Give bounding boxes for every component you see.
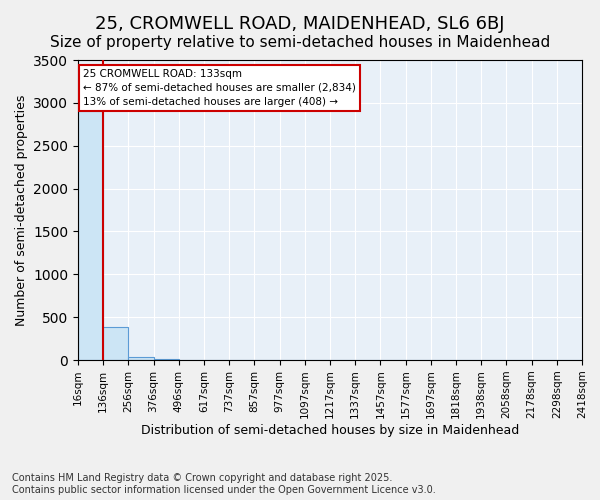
Bar <box>128 358 154 360</box>
X-axis label: Distribution of semi-detached houses by size in Maidenhead: Distribution of semi-detached houses by … <box>141 424 519 437</box>
Text: Size of property relative to semi-detached houses in Maidenhead: Size of property relative to semi-detach… <box>50 35 550 50</box>
Bar <box>154 359 179 360</box>
Text: 25, CROMWELL ROAD, MAIDENHEAD, SL6 6BJ: 25, CROMWELL ROAD, MAIDENHEAD, SL6 6BJ <box>95 15 505 33</box>
Text: 25 CROMWELL ROAD: 133sqm
← 87% of semi-detached houses are smaller (2,834)
13% o: 25 CROMWELL ROAD: 133sqm ← 87% of semi-d… <box>83 69 356 107</box>
Y-axis label: Number of semi-detached properties: Number of semi-detached properties <box>14 94 28 326</box>
Bar <box>78 112 103 360</box>
Bar <box>103 328 128 360</box>
Text: Contains HM Land Registry data © Crown copyright and database right 2025.
Contai: Contains HM Land Registry data © Crown c… <box>12 474 436 495</box>
